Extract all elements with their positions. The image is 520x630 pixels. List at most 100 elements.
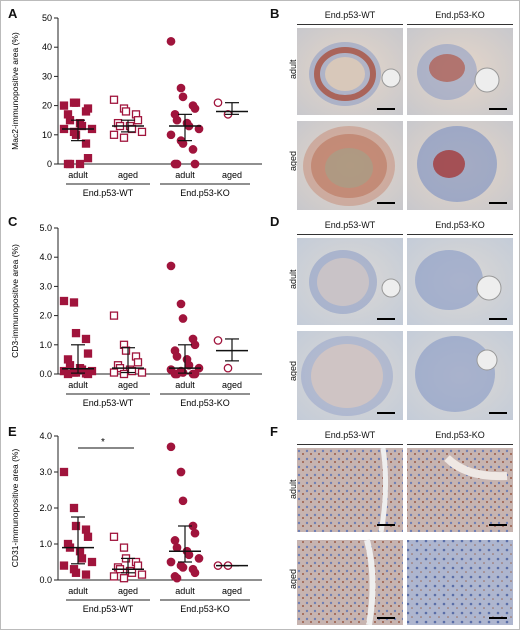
y-tick-label: 30: [42, 71, 52, 81]
y-tick-label: 1.0: [39, 340, 52, 350]
data-point: [166, 261, 176, 271]
data-point: [166, 37, 176, 46]
data-point: [133, 358, 143, 367]
data-point: [190, 528, 200, 538]
group-label: End.p53-WT: [83, 188, 134, 198]
data-point: [83, 104, 93, 113]
data-point: [137, 368, 147, 377]
col-header-wt: End.p53-WT: [324, 430, 376, 440]
data-point: [178, 496, 188, 506]
y-tick-label: 10: [42, 130, 52, 140]
data-point: [194, 124, 204, 134]
data-point: [81, 570, 91, 579]
data-point: [81, 139, 91, 148]
data-point: [172, 543, 182, 552]
group-label: End.p53-WT: [83, 398, 134, 408]
y-tick-label: 20: [42, 101, 52, 111]
chart-cd31: 0.0 1.0 2.0 3.0 4.0 CD31-immunopositive area …: [10, 431, 262, 614]
data-point: [190, 104, 200, 113]
data-point: [190, 159, 200, 169]
data-point: [59, 561, 69, 570]
data-point: [133, 116, 143, 125]
data-point: [59, 467, 69, 477]
y-axis-label: CD3-immunopositive area (%): [10, 244, 20, 358]
x-tick-label: aged: [222, 586, 242, 596]
data-point: [81, 525, 91, 534]
data-point: [137, 570, 147, 579]
data-point: [59, 296, 69, 306]
x-tick-label: aged: [118, 586, 138, 596]
y-tick-label: 2.0: [39, 503, 52, 513]
x-tick-label: aged: [222, 170, 242, 180]
col-header-ko: End.p53-KO: [435, 10, 485, 20]
y-tick-label: 40: [42, 42, 52, 52]
data-point: [178, 563, 188, 572]
y-tick-label: 2.0: [39, 311, 52, 321]
x-tick-label: aged: [222, 380, 242, 390]
micrograph-panel-f: End.p53-WT End.p53-KO adult aged: [285, 430, 515, 625]
group-label: End.p53-KO: [180, 398, 230, 408]
data-point: [71, 130, 81, 139]
col-header-ko: End.p53-KO: [435, 220, 485, 230]
data-point: [71, 521, 81, 531]
x-tick-label: aged: [118, 170, 138, 180]
data-point: [176, 83, 186, 93]
data-point: [170, 536, 180, 545]
data-point: [83, 369, 93, 379]
panel-letter-c: C: [8, 214, 18, 229]
data-point: [194, 554, 204, 563]
panel-letter-d: D: [270, 214, 280, 229]
data-point: [109, 368, 119, 377]
significance-star: *: [101, 437, 105, 448]
data-point: [71, 568, 81, 577]
col-header-wt: End.p53-WT: [324, 220, 376, 230]
x-tick-label: adult: [68, 586, 88, 596]
y-axis-label: Mac2-immunopositive area (%): [10, 32, 20, 150]
micrograph-panel-b: End.p53-WT End.p53-KO adult aged: [285, 10, 515, 210]
chart-mac2: 0 10 20 30 40 50 Mac2-immunopositive area (%) a…: [10, 13, 262, 198]
y-tick-label: 0: [47, 159, 52, 169]
data-point: [176, 467, 186, 477]
data-point: [119, 543, 129, 552]
group-label: End.p53-WT: [83, 604, 134, 614]
data-point: [213, 336, 223, 345]
data-point: [178, 314, 188, 323]
data-point: [133, 561, 143, 570]
panel-letter-e: E: [8, 424, 17, 439]
data-point: [109, 532, 119, 541]
data-point: [109, 311, 119, 320]
data-point: [184, 550, 194, 560]
data-point: [83, 349, 93, 358]
x-tick-label: adult: [175, 586, 195, 596]
y-tick-label: 3.0: [39, 281, 52, 291]
x-tick-label: adult: [68, 380, 88, 390]
data-point: [81, 334, 91, 344]
y-axis-label: CD31-immunopositive area (%): [10, 449, 20, 568]
chart-cd3: 0.0 1.0 2.0 3.0 4.0 5.0 CD3-immunopositive are…: [10, 223, 262, 408]
data-point: [119, 369, 129, 379]
data-point: [178, 139, 188, 148]
data-point: [71, 328, 81, 338]
panel-letter-a: A: [8, 6, 18, 21]
data-point: [59, 101, 69, 110]
y-tick-label: 5.0: [39, 223, 52, 233]
data-point: [77, 554, 87, 563]
col-header-wt: End.p53-WT: [324, 10, 376, 20]
data-point: [63, 369, 73, 379]
data-point: [109, 130, 119, 139]
data-point: [223, 363, 233, 373]
y-tick-label: 3.0: [39, 467, 52, 477]
data-point: [172, 115, 182, 125]
data-point: [166, 130, 176, 140]
data-point: [75, 159, 85, 169]
micrograph-panel-d: End.p53-WT End.p53-KO adult aged: [285, 220, 515, 420]
data-point: [71, 98, 81, 107]
y-tick-label: 4.0: [39, 431, 52, 441]
x-tick-label: aged: [118, 380, 138, 390]
group-label: End.p53-KO: [180, 604, 230, 614]
data-point: [83, 154, 93, 163]
histology-images-f: [297, 448, 513, 625]
data-point: [166, 442, 176, 452]
data-point: [178, 92, 188, 102]
data-point: [176, 299, 186, 309]
